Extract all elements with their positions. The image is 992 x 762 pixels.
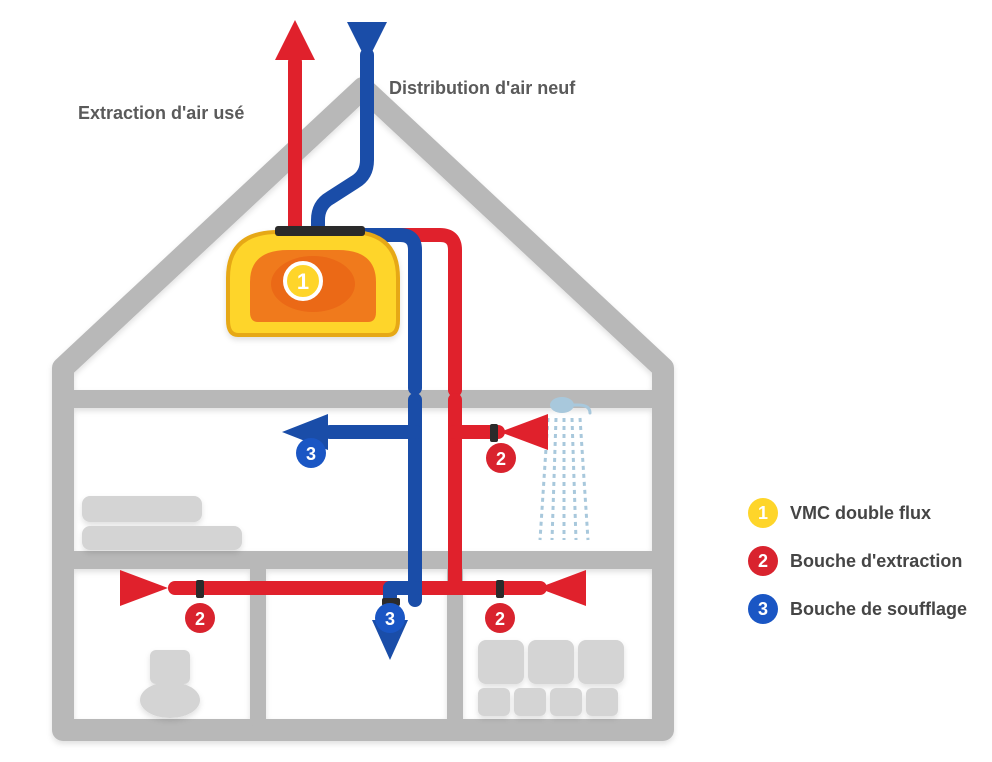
legend-text-1: VMC double flux <box>790 503 931 524</box>
svg-text:1: 1 <box>297 269 309 294</box>
legend-text-3: Bouche de soufflage <box>790 599 967 620</box>
legend-badge-1: 1 <box>748 498 778 528</box>
svg-text:2: 2 <box>195 609 205 629</box>
svg-text:2: 2 <box>496 449 506 469</box>
legend-text-2: Bouche d'extraction <box>790 551 962 572</box>
svg-text:3: 3 <box>385 609 395 629</box>
furniture <box>82 496 624 718</box>
legend: 1 VMC double flux 2 Bouche d'extraction … <box>748 498 988 642</box>
legend-badge-num: 1 <box>758 503 768 524</box>
legend-badge-num: 3 <box>758 599 768 620</box>
vmc-house-diagram: 1 2 3 2 3 2 <box>0 0 730 762</box>
legend-badge-3: 3 <box>748 594 778 624</box>
legend-badge-2: 2 <box>748 546 778 576</box>
svg-text:2: 2 <box>495 609 505 629</box>
legend-badge-num: 2 <box>758 551 768 572</box>
legend-item-2: 2 Bouche d'extraction <box>748 546 988 576</box>
svg-text:3: 3 <box>306 444 316 464</box>
legend-item-1: 1 VMC double flux <box>748 498 988 528</box>
legend-item-3: 3 Bouche de soufflage <box>748 594 988 624</box>
